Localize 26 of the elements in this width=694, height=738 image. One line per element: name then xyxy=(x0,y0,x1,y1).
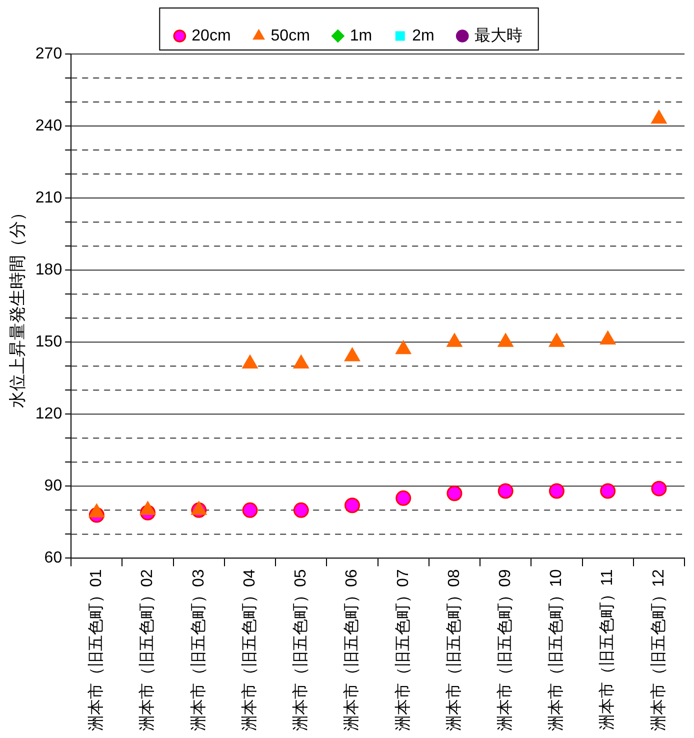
x-tick-label: 洲本市（旧五色町）01 xyxy=(87,569,106,731)
x-tick-label: 洲本市（旧五色町）09 xyxy=(496,569,514,731)
x-tick-label: 洲本市（旧五色町）03 xyxy=(189,569,208,731)
x-tick-label: 洲本市（旧五色町）11 xyxy=(598,569,616,730)
x-tick-label: 洲本市（旧五色町）10 xyxy=(547,569,566,731)
x-tick-label: 洲本市（旧五色町）08 xyxy=(444,569,463,731)
legend-label: 50cm xyxy=(270,27,310,44)
y-axis-title: 水位上昇量発生時間（分） xyxy=(8,204,27,408)
y-tick-label: 210 xyxy=(35,189,62,206)
x-tick-label: 洲本市（旧五色町）05 xyxy=(292,569,310,731)
y-tick-label: 180 xyxy=(35,261,62,278)
legend-label: 2m xyxy=(412,27,434,44)
legend-label: 20cm xyxy=(192,27,231,44)
x-tick-label: 洲本市（旧五色町）06 xyxy=(342,569,361,731)
legend-label: 1m xyxy=(350,27,372,44)
y-tick-label: 60 xyxy=(44,550,62,567)
x-tick-label: 洲本市（旧五色町）04 xyxy=(240,569,258,731)
x-tick-label: 洲本市（旧五色町）02 xyxy=(138,569,156,731)
y-tick-label: 270 xyxy=(35,45,62,62)
y-tick-label: 150 xyxy=(35,334,62,351)
y-tick-label: 240 xyxy=(35,117,62,134)
x-tick-label: 洲本市（旧五色町）07 xyxy=(394,569,412,731)
x-tick-label: 洲本市（旧五色町）12 xyxy=(649,569,668,731)
y-tick-label: 120 xyxy=(35,406,62,423)
y-tick-label: 90 xyxy=(44,478,62,495)
legend-label: 最大時 xyxy=(474,26,522,44)
